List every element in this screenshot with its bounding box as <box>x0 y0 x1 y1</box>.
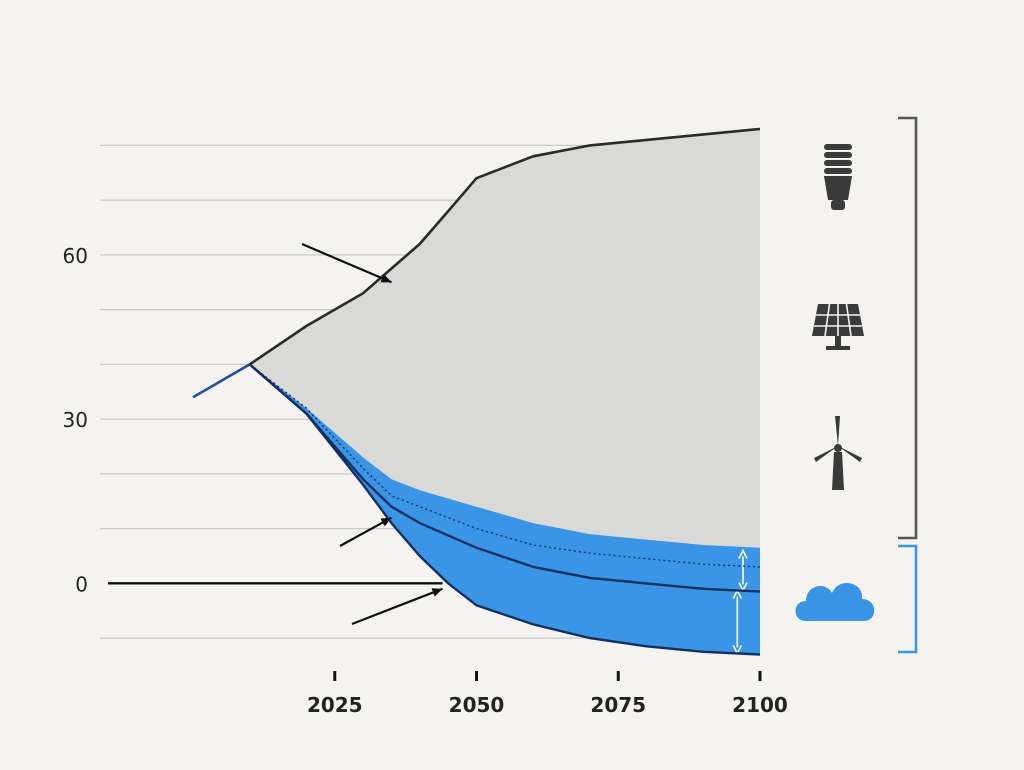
annotations <box>301 242 443 626</box>
turbine-blade <box>814 446 838 462</box>
panel-grid-v <box>845 303 852 337</box>
co2-cloud-icon <box>795 582 875 621</box>
xtick-label: 2075 <box>590 693 646 717</box>
turbine-blade <box>835 416 840 446</box>
bau-area <box>249 128 760 548</box>
removal-arrow-2c-head-top <box>738 548 748 559</box>
path-1-5c-arrow-head <box>431 588 443 597</box>
solar-panel-icon <box>812 303 864 350</box>
bulb-coil <box>824 144 852 150</box>
path-1-5c-arrow-shaft <box>351 587 443 626</box>
panel-foot <box>826 346 850 350</box>
bulb-base <box>831 200 845 210</box>
bulb-coil <box>824 152 852 158</box>
xtick-label: 2025 <box>307 693 363 717</box>
removal-bracket <box>898 544 918 654</box>
cloud-shape <box>795 582 875 621</box>
icons <box>795 144 875 621</box>
panel-stand <box>835 336 841 348</box>
turbine-tower <box>832 452 844 490</box>
ytick-label: 30 <box>63 408 88 432</box>
bau-arrow-shaft <box>301 242 392 284</box>
turbine-blade <box>838 446 862 462</box>
side-panel <box>898 116 918 654</box>
xtick-label: 2050 <box>449 693 505 717</box>
areas <box>249 128 760 656</box>
cfl-bulb-icon <box>824 144 852 210</box>
ytick-label: 60 <box>63 244 88 268</box>
path-2c-dotted-line <box>249 363 761 568</box>
xtick-label: 2100 <box>732 693 788 717</box>
bau-line <box>248 127 761 366</box>
bau-arrow-head <box>380 274 392 283</box>
historical-line <box>192 363 251 399</box>
ytick-label: 0 <box>75 572 88 596</box>
bulb-coil <box>824 160 852 166</box>
path-2c-line <box>248 363 761 593</box>
axes: 0 30 60 2025 2050 2075 2100 <box>63 244 788 717</box>
bulb-neck <box>824 176 852 200</box>
panel-grid-v <box>824 303 831 337</box>
mitigation-bracket <box>898 116 918 540</box>
bulb-coil <box>824 168 852 174</box>
path-2c-arrow-head <box>380 517 392 527</box>
lines <box>108 127 761 656</box>
wind-turbine-icon <box>814 416 862 490</box>
path-1-5c-line <box>248 363 761 656</box>
turbine-hub <box>834 444 842 452</box>
